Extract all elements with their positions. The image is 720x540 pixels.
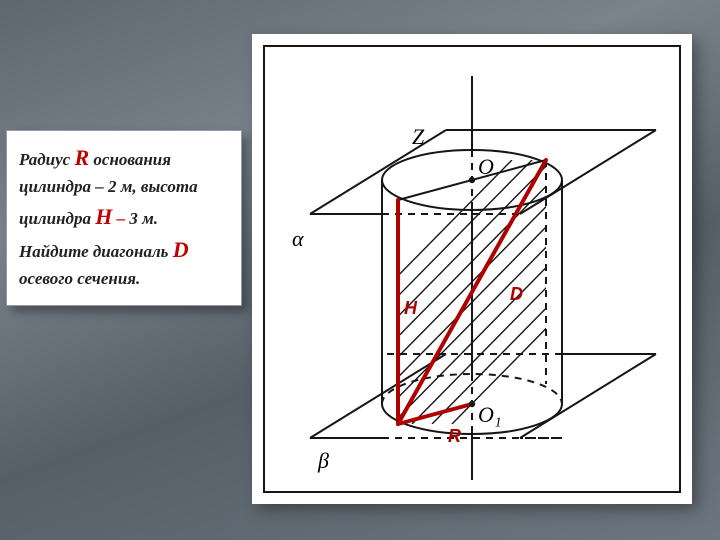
label-O1: O₁ <box>478 402 502 427</box>
figure-panel: Z α β O O₁ H D R <box>252 34 692 504</box>
symbol-R: R <box>74 145 89 170</box>
problem-text-panel: Радиус R основания цилиндра – 2 м, высот… <box>6 130 242 306</box>
symbol-H: H <box>95 204 112 229</box>
cylinder-diagram: Z α β O O₁ H D R <box>252 34 692 504</box>
red-segments <box>398 160 546 424</box>
label-O: O <box>478 154 494 179</box>
text-line3-prefix: Найдите диагональ <box>19 242 173 261</box>
label-D: D <box>510 284 523 304</box>
label-H: H <box>404 298 418 318</box>
label-alpha: α <box>292 226 304 251</box>
text-line3-suffix: осевого сечения. <box>19 269 140 288</box>
point-O1 <box>469 401 475 407</box>
label-R: R <box>448 426 461 446</box>
point-O <box>469 177 475 183</box>
text-val-H: 3 м. <box>129 209 158 228</box>
slide-root: Радиус R основания цилиндра – 2 м, высот… <box>0 0 720 540</box>
problem-statement: Радиус R основания цилиндра – 2 м, высот… <box>19 141 229 291</box>
label-Z: Z <box>412 124 425 149</box>
label-beta: β <box>317 448 329 473</box>
text-dash: – <box>112 209 129 228</box>
symbol-D: D <box>173 237 189 262</box>
text-line1-prefix: Радиус <box>19 150 74 169</box>
segment-D <box>398 160 546 424</box>
